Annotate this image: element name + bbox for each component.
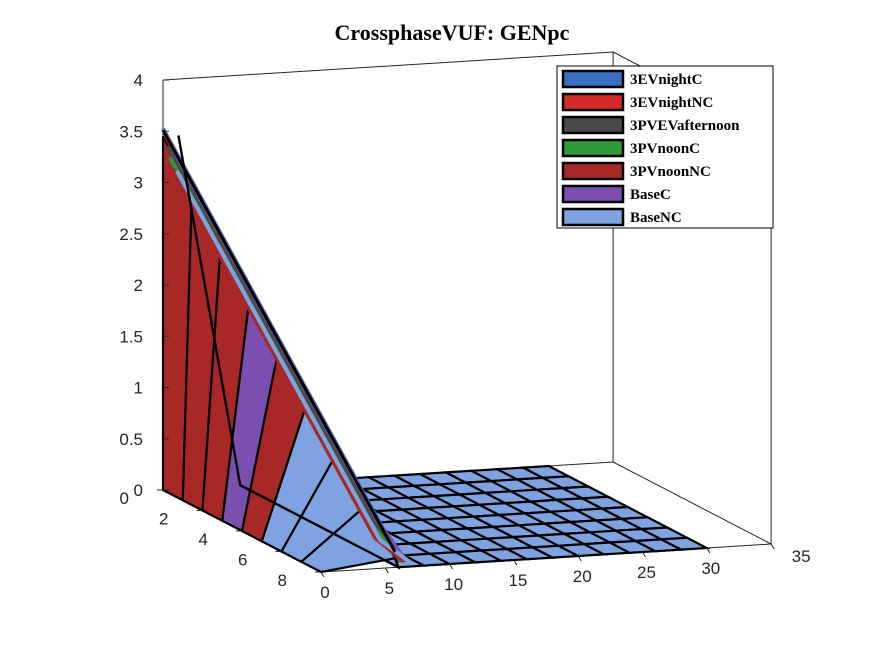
legend-label: 3PVnoonNC xyxy=(630,164,711,180)
floor-right-edge xyxy=(612,461,772,545)
x-tick-mark xyxy=(642,551,646,558)
z-tick-label: 1 xyxy=(134,379,143,398)
chart-title: CrossphaseVUF: GENpc xyxy=(335,20,570,45)
x-tick-label: 5 xyxy=(385,579,394,598)
x-tick-label: 30 xyxy=(701,559,720,578)
x-tick-label: 25 xyxy=(637,563,656,582)
surface-ridge-BaseNC xyxy=(175,170,411,564)
legend-label: 3EVnightC xyxy=(630,72,703,88)
y-tick-label: 8 xyxy=(278,571,287,590)
legend-swatch xyxy=(561,115,625,135)
surface-ridge-3PVEVafternoon xyxy=(165,145,402,564)
legend-swatch xyxy=(561,184,625,204)
x-tick-mark xyxy=(320,571,325,578)
z-tick-label: 3.5 xyxy=(119,122,143,141)
y-tick-label: 4 xyxy=(199,530,208,549)
x-tick-label: 35 xyxy=(792,547,811,566)
legend: 3EVnightC 3EVnightNC 3PVEVafternoon 3PVnoon… xyxy=(556,65,774,229)
x-tick-mark xyxy=(449,563,454,570)
legend-swatch xyxy=(561,138,625,158)
legend-swatch xyxy=(561,161,625,181)
surface-plot xyxy=(161,127,711,574)
z-tick-label: 2 xyxy=(134,276,143,295)
x-tick-label: 20 xyxy=(573,567,592,586)
legend-label: 3EVnightNC xyxy=(630,95,713,111)
surface-ridge-outline xyxy=(161,129,397,553)
y-tick-label: 0 xyxy=(120,489,129,508)
legend-swatch xyxy=(561,207,625,227)
surface-ridge-3PVnoonNC xyxy=(170,168,406,564)
x-tick-mark xyxy=(513,559,518,566)
legend-swatch xyxy=(561,92,625,112)
x-tick-label: 10 xyxy=(444,575,463,594)
x-tick-mark xyxy=(384,567,389,574)
z-tick-label: 0.5 xyxy=(119,430,143,449)
z-tick-label: 0 xyxy=(134,481,143,500)
x-tick-mark xyxy=(577,555,582,562)
z-tick-label: 4 xyxy=(134,71,143,90)
z-tick-label: 2.5 xyxy=(119,225,143,244)
x-tick-mark xyxy=(770,543,775,550)
legend-label: 3PVEVafternoon xyxy=(630,118,740,134)
legend-label: BaseNC xyxy=(630,210,682,226)
x-tick-label: 0 xyxy=(320,583,329,602)
legend-label: 3PVnoonC xyxy=(630,141,700,157)
legend-label: BaseC xyxy=(630,187,671,203)
z-tick-label: 1.5 xyxy=(119,327,143,346)
z-tick-label: 3 xyxy=(134,174,143,193)
x-tick-mark xyxy=(706,547,711,554)
y-tick-label: 2 xyxy=(159,510,168,529)
legend-swatch xyxy=(561,69,625,89)
surface-slope-edge xyxy=(177,135,401,570)
x-tick-label: 15 xyxy=(508,571,527,590)
y-tick-label: 6 xyxy=(238,551,247,570)
back-top-edge xyxy=(162,51,614,81)
